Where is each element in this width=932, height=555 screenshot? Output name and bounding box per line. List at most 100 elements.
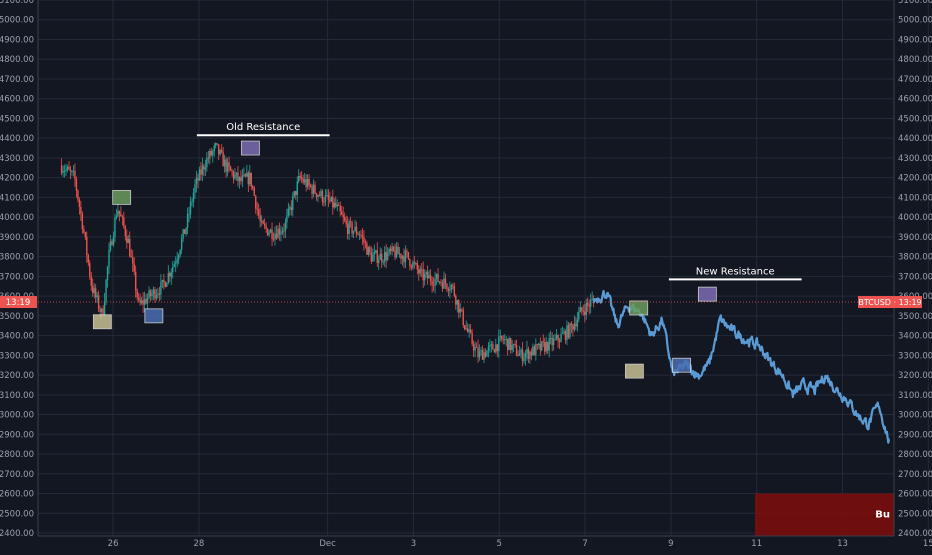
candle-body — [447, 288, 450, 291]
candle-body — [400, 253, 402, 259]
candle-body — [587, 303, 589, 306]
candle-body — [286, 215, 288, 223]
candle-body — [415, 263, 417, 264]
price-line-layer: 13:19 BTCUSD · 13:19 — [0, 296, 922, 309]
candle-body — [280, 232, 282, 235]
candle-body — [576, 319, 579, 327]
projection-line — [592, 289, 891, 444]
candle-body — [296, 181, 298, 195]
candle-body — [345, 220, 347, 224]
candle-body — [461, 308, 463, 310]
candle-body — [452, 285, 454, 286]
y-tick-label-right: 4900.00 — [898, 35, 932, 45]
candle-body — [246, 172, 248, 177]
candle-body — [524, 353, 527, 358]
candle-body — [480, 350, 482, 352]
y-tick-label-right: 4500.00 — [898, 114, 932, 124]
candle-body — [333, 202, 335, 208]
candle-body — [130, 256, 132, 258]
candle-body — [382, 261, 384, 263]
candle-body — [298, 175, 300, 182]
candle-body — [541, 341, 543, 351]
candle-body — [573, 323, 576, 330]
candle-body — [464, 325, 466, 330]
candle-body — [342, 214, 344, 218]
candle-body — [103, 301, 106, 315]
candle-body — [220, 150, 223, 153]
zone-label: Bu — [875, 509, 890, 520]
candle-body — [186, 214, 189, 228]
candle-body — [86, 236, 88, 255]
candle-body — [551, 337, 553, 346]
candle-body — [253, 187, 255, 196]
candle-body — [423, 274, 426, 281]
candle-body — [189, 202, 192, 214]
candle-body — [295, 191, 297, 195]
y-tick-label-left: 4000.00 — [0, 213, 34, 223]
candle-body — [152, 289, 155, 294]
candle-body — [235, 172, 238, 175]
candle-body — [66, 166, 69, 170]
candle-body — [72, 170, 75, 172]
candle-body — [74, 170, 76, 180]
candle-body — [155, 294, 158, 299]
candle-body — [62, 171, 64, 173]
candle-body — [484, 352, 487, 357]
candle-body — [229, 166, 232, 171]
candle-body — [373, 252, 376, 255]
candle-body — [161, 279, 164, 282]
candle-body — [272, 238, 275, 240]
candle-body — [241, 175, 244, 182]
candle-body — [258, 209, 260, 216]
y-tick-label-right: 3200.00 — [898, 371, 932, 381]
y-tick-label-left: 3000.00 — [0, 411, 34, 421]
candle-body — [278, 228, 281, 235]
candle-body — [570, 323, 573, 326]
candle-body — [260, 220, 263, 222]
candle-body — [284, 222, 287, 231]
candle-body — [124, 226, 127, 236]
y-tick-label-right: 2500.00 — [898, 509, 932, 519]
y-tick-label-right: 2400.00 — [898, 529, 932, 539]
candle-body — [198, 169, 201, 181]
candle-body — [434, 278, 436, 286]
candle-body — [459, 308, 461, 313]
candle-body — [366, 243, 368, 255]
candle-body — [217, 144, 220, 155]
candle-body — [237, 172, 239, 182]
annotations-layer: Old Resistance New Resistance — [196, 122, 802, 281]
candle-body — [385, 251, 387, 260]
candle-body — [176, 259, 178, 264]
y-tick-label-left: 4700.00 — [0, 75, 34, 85]
candle-body — [330, 196, 333, 202]
candle-body — [172, 266, 174, 273]
y-tick-label-left: 4200.00 — [0, 174, 34, 184]
candle-body — [446, 283, 448, 289]
candle-body — [584, 311, 586, 315]
candle-body — [90, 276, 92, 286]
candle-body — [195, 177, 198, 185]
candle-body — [421, 269, 423, 270]
candle-body — [244, 174, 247, 177]
candle-body — [89, 262, 91, 277]
candle-body — [511, 345, 513, 351]
candle-body — [496, 344, 499, 352]
candle-body — [499, 335, 501, 337]
candle-body — [83, 229, 85, 233]
candle-body — [203, 165, 205, 170]
candle-body — [137, 297, 140, 300]
candle-body — [358, 234, 361, 236]
candle-body — [232, 171, 235, 179]
candle-body — [530, 351, 533, 356]
candle-body — [545, 342, 547, 352]
candle-body — [437, 273, 439, 282]
candle-body — [318, 195, 321, 196]
candle-body — [477, 347, 479, 358]
y-tick-label-right: 2900.00 — [898, 430, 932, 440]
candle-body — [386, 253, 389, 260]
candle-body — [343, 217, 346, 221]
candle-body — [398, 253, 401, 255]
candle-body — [419, 269, 421, 274]
